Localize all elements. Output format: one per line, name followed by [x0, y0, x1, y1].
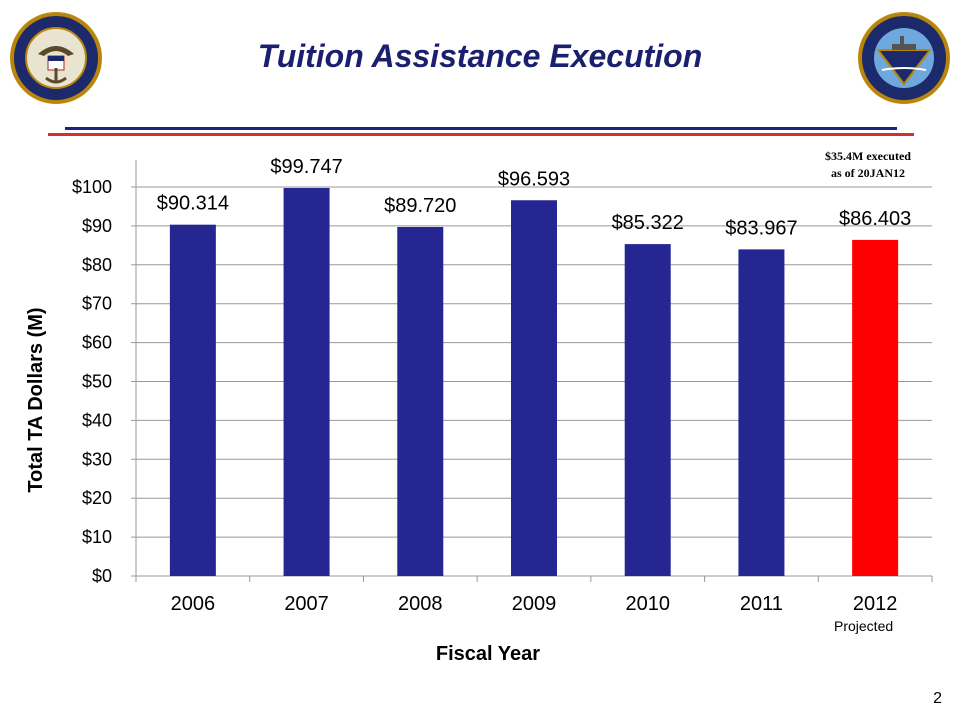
y-tick-label: $80 [82, 255, 112, 275]
y-tick-label: $100 [72, 177, 112, 197]
data-label: $86.403 [839, 208, 911, 230]
y-tick-label: $20 [82, 488, 112, 508]
netc-seal-icon [858, 12, 950, 104]
x-tick-label: 2007 [284, 593, 329, 615]
x-tick-label: 2008 [398, 593, 443, 615]
annotation-line-2: as of 20JAN12 [831, 166, 905, 180]
y-tick-label: $30 [82, 449, 112, 469]
bar [511, 200, 557, 576]
page-number: 2 [933, 690, 942, 707]
y-tick-label: $40 [82, 410, 112, 430]
data-label: $96.593 [498, 168, 570, 190]
y-tick-label: $90 [82, 216, 112, 236]
bar [397, 226, 444, 576]
bar [852, 239, 899, 576]
x-tick-label: 2010 [625, 593, 670, 615]
y-tick-label: $0 [92, 566, 112, 586]
bar [283, 187, 330, 576]
data-label: $99.747 [270, 156, 342, 178]
x-axis-title: Fiscal Year [436, 643, 540, 665]
us-navy-seal-icon [10, 12, 102, 104]
data-label: $90.314 [157, 193, 229, 215]
execution-annotation: $35.4M executed as of 20JAN12 [798, 148, 938, 182]
y-tick-label: $10 [82, 527, 112, 547]
x-tick-label: 2012 [853, 593, 898, 615]
annotation-line-1: $35.4M executed [825, 149, 911, 163]
x-tick-label: 2006 [171, 593, 216, 615]
data-label: $85.322 [612, 212, 684, 234]
data-label: $83.967 [725, 217, 797, 239]
y-tick-label: $60 [82, 333, 112, 353]
y-axis-title: Total TA Dollars (M) [25, 307, 47, 492]
data-label: $89.720 [384, 195, 456, 217]
slide-title: Tuition Assistance Execution [257, 38, 703, 74]
projected-label: Projected [834, 618, 894, 634]
y-tick-label: $70 [82, 294, 112, 314]
x-tick-label: 2009 [512, 593, 557, 615]
x-tick-label: 2011 [740, 593, 783, 615]
bar [169, 224, 216, 577]
y-tick-label: $50 [82, 372, 112, 392]
bar [738, 249, 785, 577]
header-rule-blue [65, 127, 897, 130]
header-rule-red [48, 133, 914, 136]
bar [624, 244, 671, 577]
